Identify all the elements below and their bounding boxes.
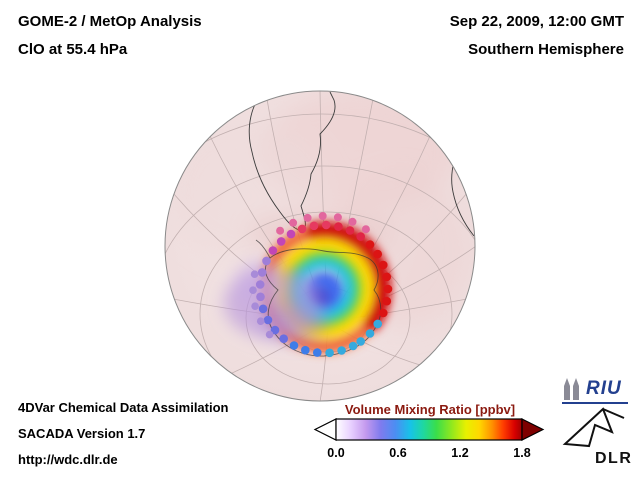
header-subtitle: ClO at 55.4 hPa (18, 41, 128, 58)
colorbar-title: Volume Mixing Ratio [ppbv] (344, 402, 516, 417)
globe-rim (164, 90, 476, 402)
colorbar-tick-label: 0.6 (389, 446, 407, 460)
coast-south-america (248, 91, 336, 231)
riu-logo-rule (562, 402, 628, 404)
colorbar (313, 418, 545, 441)
coast-antarctica (255, 239, 382, 357)
header-hemisphere: Southern Hemisphere (468, 41, 624, 58)
dlr-logo-text: DLR (595, 450, 633, 467)
dlr-logo: DLR (562, 404, 640, 476)
colorbar-above-range-arrow (521, 418, 545, 441)
colorbar-gradient-bar (335, 418, 523, 441)
clo-measurement-dots (249, 212, 393, 358)
dlr-emblem-icon (562, 407, 625, 448)
header-date: Sep 22, 2009, 12:00 GMT (449, 13, 624, 30)
colorbar-tick-label: 0.0 (327, 446, 345, 460)
riu-logo: RIU (562, 376, 638, 404)
colorbar-tick-label: 1.2 (451, 446, 469, 460)
footer-assimilation: 4DVar Chemical Data Assimilation (18, 400, 229, 415)
footer-url: http://wdc.dlr.de (18, 452, 118, 467)
riu-logo-text: RIU (586, 378, 622, 399)
footer-version: SACADA Version 1.7 (18, 426, 146, 441)
riu-cathedral-icon (564, 378, 579, 400)
header-title: GOME-2 / MetOp Analysis (18, 13, 202, 30)
colorbar-below-range-arrow (313, 418, 337, 441)
colorbar-tick-label: 1.8 (513, 446, 531, 460)
